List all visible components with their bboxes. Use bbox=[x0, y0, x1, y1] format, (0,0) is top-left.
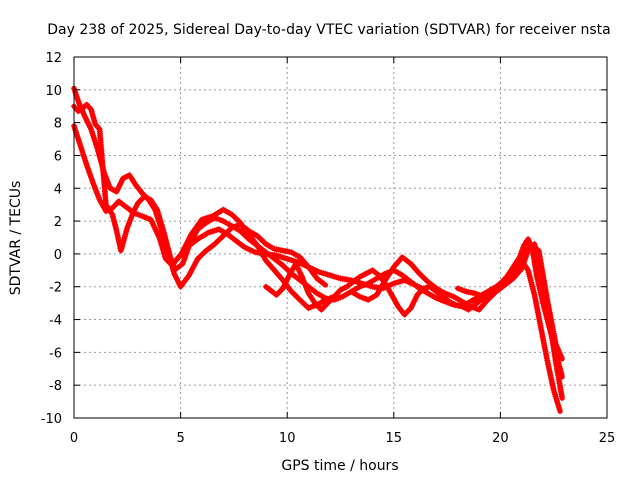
y-tick-label: -2 bbox=[49, 281, 62, 296]
y-tick-label: 12 bbox=[45, 51, 62, 66]
y-tick-label: 0 bbox=[54, 248, 62, 263]
series-markers bbox=[166, 214, 563, 413]
series-track-7 bbox=[454, 241, 565, 401]
y-tick-label: 6 bbox=[54, 149, 62, 164]
grid-lines bbox=[74, 57, 607, 418]
y-axis-label: SDTVAR / TECUs bbox=[8, 181, 24, 296]
series-markers bbox=[71, 122, 427, 292]
x-tick-label: 20 bbox=[492, 431, 509, 446]
y-tick-label: -10 bbox=[41, 412, 62, 427]
series-track-1 bbox=[71, 122, 429, 293]
y-tick-label: -8 bbox=[49, 379, 62, 394]
series-trace bbox=[348, 241, 565, 362]
x-tick-label: 25 bbox=[599, 431, 616, 446]
x-axis-label: GPS time / hours bbox=[281, 458, 398, 474]
x-tick-label: 5 bbox=[176, 431, 184, 446]
y-tick-label: -6 bbox=[49, 346, 62, 361]
y-tick-label: -4 bbox=[49, 314, 62, 329]
series-track-4 bbox=[166, 214, 563, 414]
y-tick-label: 10 bbox=[45, 84, 62, 99]
chart-title: Day 238 of 2025, Sidereal Day-to-day VTE… bbox=[47, 22, 610, 38]
data-series bbox=[71, 85, 565, 414]
x-tick-label: 10 bbox=[279, 431, 296, 446]
x-tick-label: 0 bbox=[70, 431, 78, 446]
plot-frame bbox=[73, 56, 608, 419]
y-tick-label: 2 bbox=[54, 215, 62, 230]
y-tick-label: 8 bbox=[54, 117, 62, 132]
axis-ticks: 0 5 10 15 20 25 -10 -8 -6 -4 -2 0 2 4 6 8 10 12 bbox=[41, 51, 616, 446]
series-trace bbox=[167, 215, 563, 414]
y-tick-label: 4 bbox=[54, 182, 62, 197]
series-markers bbox=[454, 241, 565, 400]
x-tick-label: 15 bbox=[386, 431, 403, 446]
